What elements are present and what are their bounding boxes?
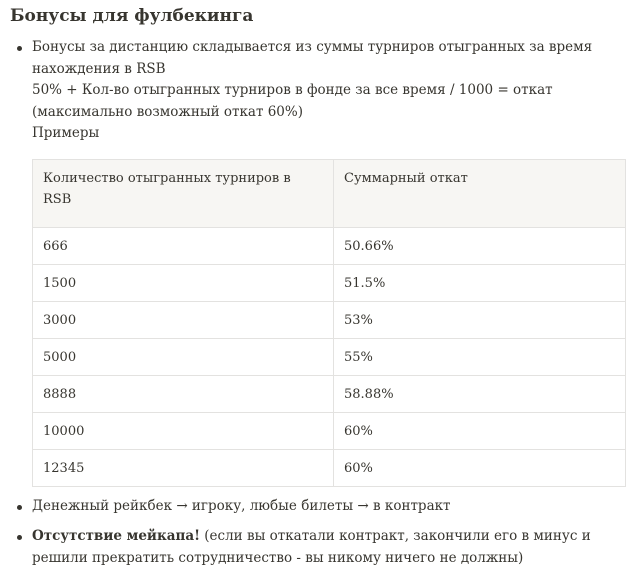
column-header-tournaments: Количество отыгранных турниров в RSB (32, 159, 334, 228)
table-row: 5000 55% (32, 338, 626, 376)
bullet-rakeback-split: Денежный рейкбек → игроку, любые билеты … (32, 496, 631, 518)
cell-tournaments: 3000 (32, 301, 334, 339)
bullet-dot (17, 505, 22, 510)
cell-rakeback: 58.88% (333, 375, 626, 413)
rakeback-split-text: Денежный рейкбек → игроку, любые билеты … (32, 498, 451, 514)
cell-rakeback: 55% (333, 338, 626, 376)
bullet-dot (17, 46, 22, 51)
cell-rakeback: 53% (333, 301, 626, 339)
table-header-row: Количество отыгранных турниров в RSB Сум… (32, 159, 626, 228)
bonus-description: Бонусы за дистанцию складывается из сумм… (32, 39, 593, 77)
bonus-formula: 50% + Кол-во отыгранных турниров в фонде… (32, 82, 553, 120)
cell-rakeback: 51.5% (333, 264, 626, 302)
cell-tournaments: 10000 (32, 412, 334, 450)
table-row: 1500 51.5% (32, 264, 626, 302)
no-makeup-bold: Отсутствие мейкапа! (32, 528, 200, 544)
cell-tournaments: 8888 (32, 375, 334, 413)
no-makeup-text: Отсутствие мейкапа! (если вы откатали ко… (32, 526, 631, 569)
table-row: 10000 60% (32, 412, 626, 450)
table-row: 12345 60% (32, 449, 626, 487)
section-heading: Бонусы для фулбекинга (10, 6, 254, 26)
cell-tournaments: 12345 (32, 449, 334, 487)
rakeback-table: Количество отыгранных турниров в RSB Сум… (32, 159, 626, 487)
examples-label: Примеры (32, 125, 100, 141)
cell-tournaments: 5000 (32, 338, 334, 376)
cell-rakeback: 50.66% (333, 227, 626, 265)
bullet-distance-bonus: Бонусы за дистанцию складывается из сумм… (32, 37, 631, 145)
table-row: 8888 58.88% (32, 375, 626, 413)
table-row: 666 50.66% (32, 227, 626, 265)
table-row: 3000 53% (32, 301, 626, 339)
no-makeup-rest: (если вы откатали контракт, закончили ег… (32, 528, 591, 566)
cell-rakeback: 60% (333, 449, 626, 487)
bullet-no-makeup: Отсутствие мейкапа! (если вы откатали ко… (32, 526, 631, 569)
column-header-rakeback: Суммарный откат (333, 159, 626, 228)
cell-rakeback: 60% (333, 412, 626, 450)
bullet-dot (17, 535, 22, 540)
cell-tournaments: 1500 (32, 264, 334, 302)
cell-tournaments: 666 (32, 227, 334, 265)
